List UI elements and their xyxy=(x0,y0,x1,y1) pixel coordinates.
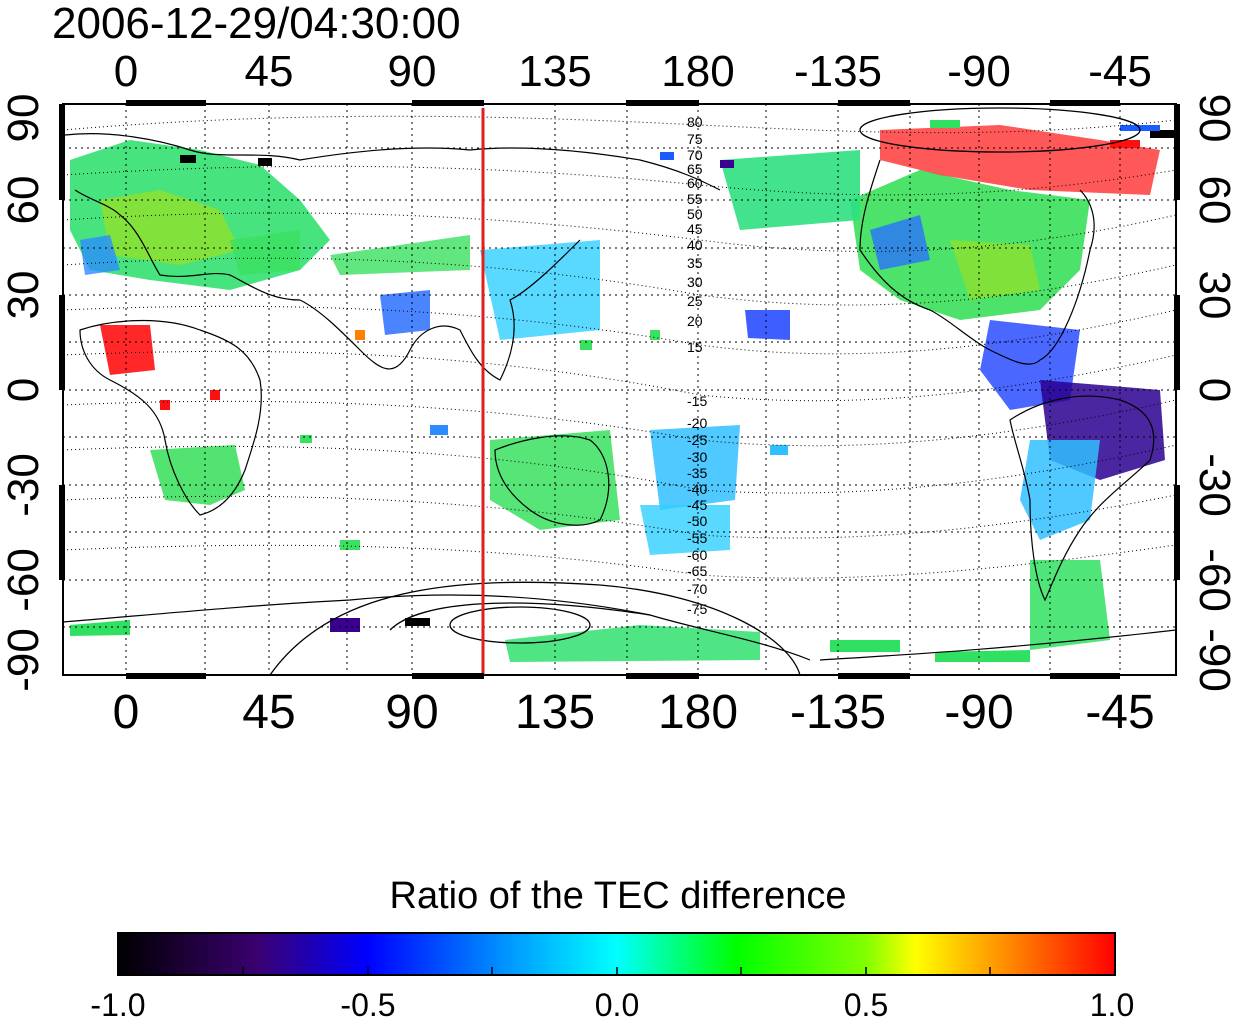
map-title: 2006-12-29/04:30:00 xyxy=(52,0,461,48)
lat-tick-label: 90 xyxy=(1190,94,1239,143)
lat-tick-label: -60 xyxy=(1190,548,1239,612)
contour-label: -60 xyxy=(687,547,707,563)
contour-label: 25 xyxy=(687,293,703,309)
contour-label: 75 xyxy=(687,131,703,147)
lon-tick-label: -45 xyxy=(1088,47,1152,96)
coastlines xyxy=(63,133,1176,661)
colorbar-title: Ratio of the TEC difference xyxy=(390,875,847,917)
lon-tick-label: 180 xyxy=(658,686,738,739)
colorbar: Ratio of the TEC difference -1.0 -0.5 0.… xyxy=(90,875,1134,1023)
contour-label: -35 xyxy=(687,465,707,481)
magnetic-latitude-contours xyxy=(63,115,1176,579)
map-plot-area: 80 75 70 65 60 55 50 45 40 35 30 25 20 1… xyxy=(59,100,1180,679)
colorbar-tick-label: -0.5 xyxy=(340,987,395,1023)
colorbar-tick-label: 0.5 xyxy=(844,987,888,1023)
contour-label: 70 xyxy=(687,147,703,163)
lat-tick-label: 0 xyxy=(1190,378,1239,402)
lat-tick-label: -90 xyxy=(0,628,48,692)
contour-labels-south: -15 -20 -25 -30 -35 -40 -45 -50 -55 -60 … xyxy=(687,393,707,617)
lat-tick-label: -60 xyxy=(0,548,48,612)
colorbar-tick-label: 0.0 xyxy=(595,987,639,1023)
lon-tick-label: 180 xyxy=(661,47,734,96)
lon-tick-label: -135 xyxy=(794,47,882,96)
contour-label: -25 xyxy=(687,432,707,448)
right-latitude-axis: 90 60 30 0 -30 -60 -90 xyxy=(1190,94,1239,692)
tec-data-patches xyxy=(70,120,1176,662)
contour-label: 50 xyxy=(687,206,703,222)
contour-label: -40 xyxy=(687,481,707,497)
lon-tick-label: 0 xyxy=(113,686,140,739)
contour-label: 15 xyxy=(687,339,703,355)
colorbar-tick-label: -1.0 xyxy=(90,987,145,1023)
contour-label: 35 xyxy=(687,255,703,271)
contour-label: 40 xyxy=(687,237,703,253)
axis-frame-ticks xyxy=(59,100,1180,679)
bottom-longitude-axis: 0 45 90 135 180 -135 -90 -45 xyxy=(113,686,1155,739)
colorbar-tick-label: 1.0 xyxy=(1090,987,1134,1023)
lon-tick-label: 90 xyxy=(388,47,437,96)
lon-tick-label: 135 xyxy=(515,686,595,739)
lon-tick-label: 135 xyxy=(518,47,591,96)
lon-tick-label: 45 xyxy=(242,686,295,739)
map-grid xyxy=(63,104,1176,675)
contour-label: 60 xyxy=(687,175,703,191)
contour-label: 65 xyxy=(687,161,703,177)
contour-label: -20 xyxy=(687,415,707,431)
contour-label: -75 xyxy=(687,601,707,617)
top-longitude-axis: 0 45 90 135 180 -135 -90 -45 xyxy=(114,47,1152,96)
contour-label: -45 xyxy=(687,497,707,513)
contour-label: -50 xyxy=(687,513,707,529)
lon-tick-label: 90 xyxy=(385,686,438,739)
lon-tick-label: 0 xyxy=(114,47,138,96)
lat-tick-label: 90 xyxy=(0,94,48,143)
lon-tick-label: 45 xyxy=(245,47,294,96)
contour-label: -70 xyxy=(687,581,707,597)
contour-label: -65 xyxy=(687,563,707,579)
contour-label: -55 xyxy=(687,530,707,546)
lon-tick-label: -90 xyxy=(947,47,1011,96)
contour-label: -15 xyxy=(687,393,707,409)
contour-label: 80 xyxy=(687,114,703,130)
lat-tick-label: 0 xyxy=(0,378,48,402)
lat-tick-label: 60 xyxy=(0,176,48,225)
lat-tick-label: -30 xyxy=(0,453,48,517)
lat-tick-label: 30 xyxy=(0,271,48,320)
lat-tick-label: -30 xyxy=(1190,453,1239,517)
contour-label: 55 xyxy=(687,191,703,207)
lat-tick-label: 30 xyxy=(1190,271,1239,320)
contour-labels-north: 80 75 70 65 60 55 50 45 40 35 30 25 20 1… xyxy=(687,114,703,355)
lat-tick-label: -90 xyxy=(1190,628,1239,692)
lon-tick-label: -90 xyxy=(944,686,1013,739)
lon-tick-label: -45 xyxy=(1085,686,1154,739)
contour-label: 45 xyxy=(687,221,703,237)
contour-label: -30 xyxy=(687,449,707,465)
left-latitude-axis: 90 60 30 0 -30 -60 -90 xyxy=(0,94,48,692)
contour-label: 20 xyxy=(687,313,703,329)
contour-label: 30 xyxy=(687,274,703,290)
lat-tick-label: 60 xyxy=(1190,176,1239,225)
lon-tick-label: -135 xyxy=(790,686,886,739)
